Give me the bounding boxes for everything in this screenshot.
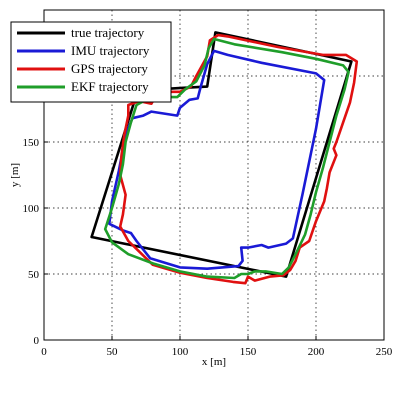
x-tick-label: 50 [107,346,119,358]
x-axis-label: x [m] [202,356,226,368]
y-tick-label: 50 [28,269,40,281]
legend-label-true: true trajectory [71,25,145,40]
legend-box [10,21,172,103]
legend-label-ekf: EKF trajectory [71,79,149,94]
x-tick-label: 100 [172,346,189,358]
y-axis-label: y [m] [9,163,21,187]
y-tick-label: 100 [23,203,40,215]
y-tick-label: 150 [23,137,40,149]
x-tick-label: 150 [240,346,257,358]
x-tick-label: 200 [308,346,325,358]
legend-label-imu: IMU trajectory [71,43,150,58]
x-tick-label: 250 [376,346,393,358]
legend-label-gps: GPS trajectory [71,61,148,76]
y-tick-label: 0 [34,335,40,347]
x-tick-label: 0 [41,346,47,358]
plot-frame [43,9,385,341]
legend: true trajectory IMU trajectory GPS traject… [10,21,172,103]
